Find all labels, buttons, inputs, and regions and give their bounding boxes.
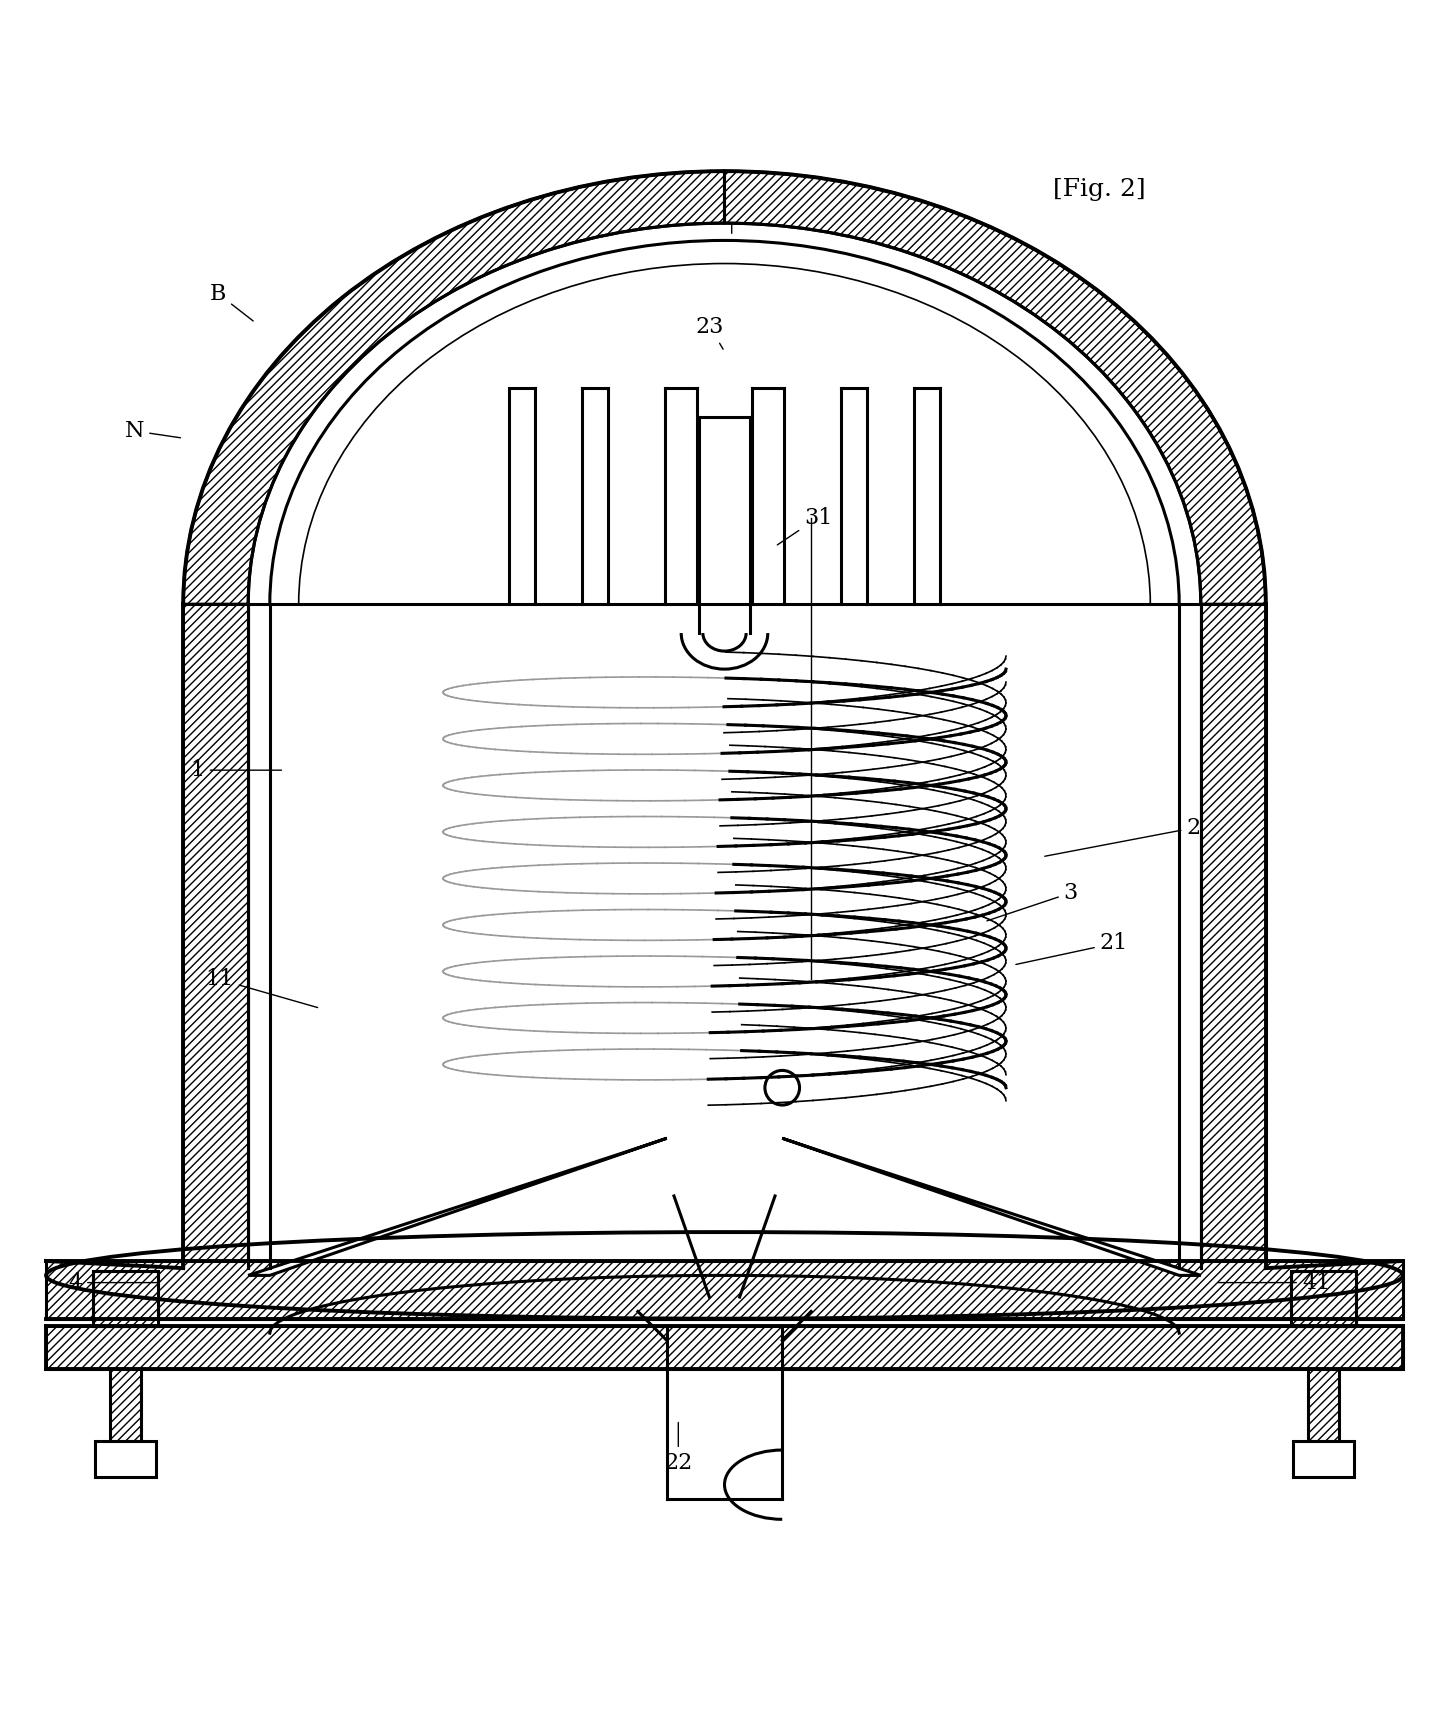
Text: 41: 41 bbox=[1219, 1272, 1330, 1294]
PathPatch shape bbox=[724, 171, 1266, 605]
Text: 22: 22 bbox=[664, 1422, 693, 1474]
Text: N: N bbox=[125, 420, 181, 442]
Text: 21: 21 bbox=[1016, 933, 1127, 964]
Polygon shape bbox=[46, 1325, 1403, 1369]
Text: B: B bbox=[210, 283, 254, 321]
Polygon shape bbox=[183, 605, 248, 1268]
Polygon shape bbox=[96, 1441, 156, 1477]
Polygon shape bbox=[1293, 1441, 1353, 1477]
Text: 23: 23 bbox=[696, 316, 724, 349]
Text: 4: 4 bbox=[68, 1272, 159, 1294]
Text: 1: 1 bbox=[191, 759, 281, 781]
Polygon shape bbox=[1307, 1369, 1339, 1441]
Text: 31: 31 bbox=[777, 506, 832, 544]
Text: 2: 2 bbox=[1045, 817, 1201, 857]
Polygon shape bbox=[1201, 605, 1266, 1268]
Polygon shape bbox=[248, 1139, 667, 1275]
Polygon shape bbox=[93, 1272, 158, 1325]
Polygon shape bbox=[1291, 1272, 1356, 1325]
Text: 11: 11 bbox=[206, 968, 317, 1007]
Text: 3: 3 bbox=[987, 881, 1078, 921]
Polygon shape bbox=[782, 1139, 1201, 1275]
Polygon shape bbox=[46, 1261, 1403, 1318]
Polygon shape bbox=[248, 605, 1201, 1268]
Text: [Fig. 2]: [Fig. 2] bbox=[1053, 178, 1146, 202]
Polygon shape bbox=[110, 1369, 142, 1441]
Text: 42: 42 bbox=[717, 192, 746, 233]
PathPatch shape bbox=[183, 171, 724, 605]
Polygon shape bbox=[782, 1139, 1201, 1275]
Polygon shape bbox=[248, 1139, 667, 1275]
